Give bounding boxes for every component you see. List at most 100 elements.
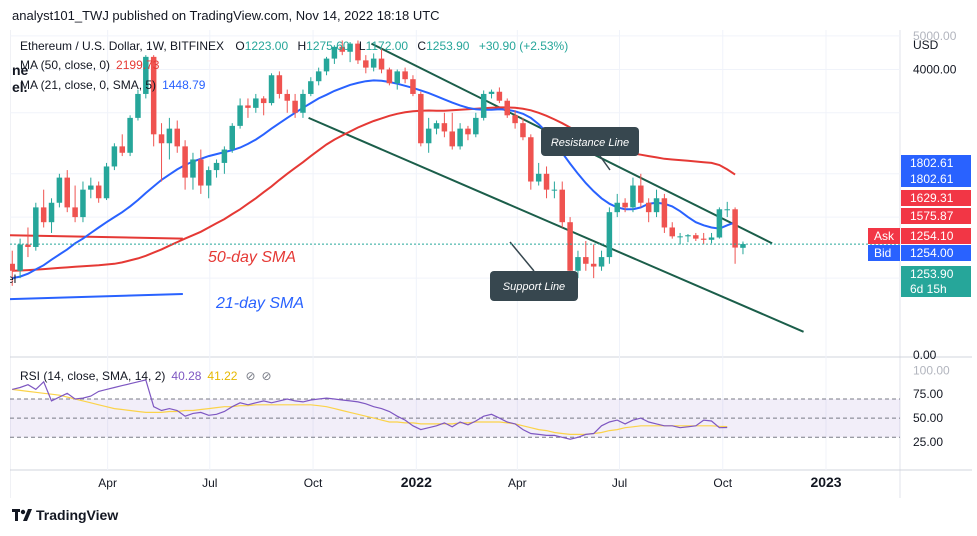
candle xyxy=(410,75,416,97)
candle-body xyxy=(543,173,550,190)
candle-body xyxy=(645,202,652,213)
support-line xyxy=(308,116,804,333)
candle-body xyxy=(535,173,542,182)
candle xyxy=(496,87,503,104)
candle-body xyxy=(488,91,495,94)
candle-body xyxy=(284,93,290,101)
candle xyxy=(300,89,306,118)
candle-body xyxy=(33,207,39,247)
publisher-bar: analyst101_TWJ published on TradingView.… xyxy=(0,0,977,30)
candle-body xyxy=(17,244,23,271)
svg-text:Support Line: Support Line xyxy=(503,281,565,293)
candle-body xyxy=(661,198,668,228)
symbol-title: Ethereum / U.S. Dollar, 1W, BITFINEX O12… xyxy=(20,39,568,53)
badge-side-label-bg xyxy=(868,228,900,244)
candle-body xyxy=(40,207,47,223)
candle xyxy=(315,67,322,86)
candle xyxy=(386,67,393,86)
candle xyxy=(229,123,235,153)
badge-bg xyxy=(901,281,971,297)
candle xyxy=(198,149,204,194)
candle xyxy=(213,159,220,178)
candle-body xyxy=(425,128,432,144)
badge-bg xyxy=(901,190,971,206)
price-tick-label: 0.00 xyxy=(913,348,937,362)
candle-body xyxy=(504,100,510,116)
price-badges: 1802.61 1802.61 1629.31 1575.87 Ask 1254.10 Bi… xyxy=(868,155,971,297)
candle xyxy=(693,232,699,241)
sma50-marker-line xyxy=(9,234,183,240)
candle xyxy=(418,91,424,147)
candle xyxy=(260,96,267,116)
candle xyxy=(205,166,212,199)
rsi-line xyxy=(12,379,728,440)
chart-frame[interactable]: 5000.00 4000.00 0.00 100.00 75.00 50.00 25.00 A… xyxy=(7,29,972,498)
candle-body xyxy=(127,117,133,153)
candle-body xyxy=(512,115,518,124)
candle-body xyxy=(638,185,644,203)
time-tick-label: Apr xyxy=(98,476,117,490)
resistance-pointer xyxy=(599,155,611,171)
candle-body xyxy=(64,177,70,208)
candle-body xyxy=(465,128,471,135)
candle xyxy=(56,173,63,208)
grid-lines xyxy=(9,30,972,498)
candle-body xyxy=(25,244,31,247)
candle xyxy=(276,71,283,99)
candle xyxy=(339,40,345,56)
ma21-legend[interactable]: MA (21, close, 0, SMA, 5) 1448.79 xyxy=(20,78,206,92)
candle-body xyxy=(339,46,345,52)
candle-body xyxy=(724,209,730,211)
candle xyxy=(40,189,47,228)
candle xyxy=(143,55,149,99)
candle xyxy=(708,232,715,244)
badge-value: 1629.31 xyxy=(910,191,954,205)
candle xyxy=(653,189,660,218)
candle xyxy=(740,241,746,255)
rsi-tick-label: 100.00 xyxy=(913,363,950,377)
candle xyxy=(174,120,180,153)
candle-body xyxy=(150,56,157,135)
badge-bg xyxy=(901,208,971,224)
candle-body xyxy=(229,125,235,150)
candle-body xyxy=(182,146,188,178)
candle xyxy=(465,125,471,141)
candle-body xyxy=(677,236,683,238)
candle-body xyxy=(48,202,55,223)
candle-body xyxy=(386,69,393,84)
candle-body xyxy=(119,146,125,153)
candle-body xyxy=(253,98,259,108)
candle-body xyxy=(174,128,180,147)
candle-body xyxy=(630,185,636,208)
rsi-lines xyxy=(12,379,728,440)
candle xyxy=(363,55,369,74)
rsi-legend[interactable]: RSI (14, close, SMA, 14, 2) 40.28 41.22 ⊘ ⊘ xyxy=(20,369,272,383)
candle xyxy=(473,112,479,138)
candle xyxy=(119,134,125,157)
candle xyxy=(433,120,440,135)
candle-body xyxy=(292,100,298,113)
candle-body xyxy=(370,58,377,68)
candle-body xyxy=(103,166,110,199)
candle xyxy=(64,170,70,213)
candle-body xyxy=(473,117,479,135)
candle-body xyxy=(528,137,534,182)
candle xyxy=(103,162,110,201)
candle xyxy=(488,89,495,99)
badge-value: 1253.90 xyxy=(910,267,954,281)
candle-body xyxy=(237,105,243,126)
labels: ne el. l el Ethereum / U.S. Dollar, 1W, … xyxy=(7,38,939,383)
ma50-legend[interactable]: MA (50, close, 0) 2199.73 xyxy=(20,58,160,72)
candle xyxy=(528,134,534,190)
resistance-callout: Resistance Line xyxy=(541,127,639,156)
candle xyxy=(575,250,581,279)
candle-body xyxy=(205,170,212,186)
candle-body xyxy=(80,189,86,218)
candle xyxy=(135,89,141,121)
candle xyxy=(598,250,605,271)
candle-body xyxy=(213,162,220,171)
candle xyxy=(182,140,188,190)
candle-body xyxy=(347,43,353,52)
